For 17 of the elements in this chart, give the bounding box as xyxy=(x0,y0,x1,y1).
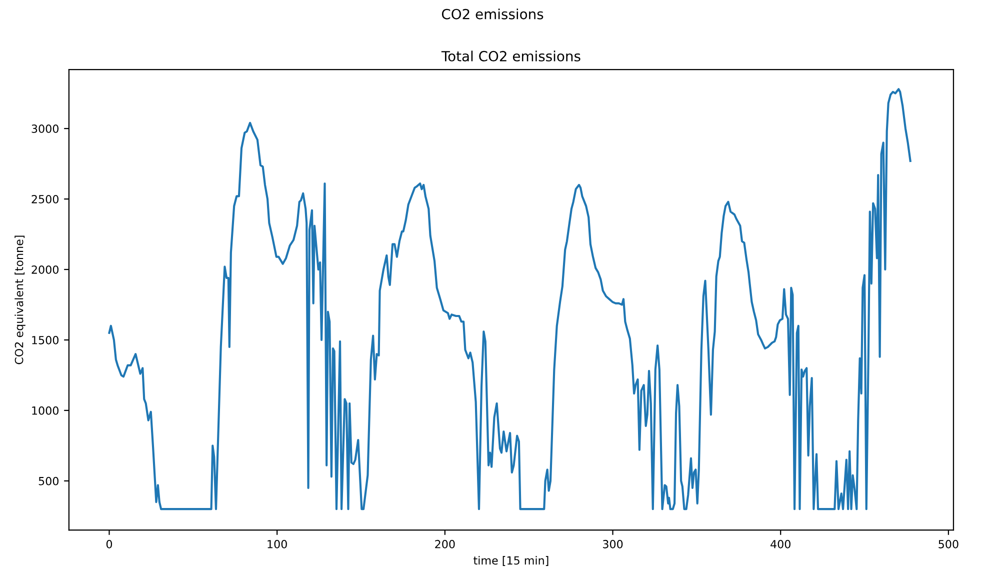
y-tick-label: 1000 xyxy=(32,406,58,415)
y-tick-label: 3000 xyxy=(32,124,58,133)
y-axis-title: CO2 equivalent [tonne] xyxy=(14,236,26,364)
y-tick-label: 2000 xyxy=(32,265,58,274)
chart-subtitle: Total CO2 emissions xyxy=(441,50,580,62)
x-tick-label: 300 xyxy=(603,540,623,548)
x-tick-label: 500 xyxy=(938,540,958,548)
y-tick-label: 2500 xyxy=(32,194,58,204)
x-tick-label: 0 xyxy=(106,540,112,548)
x-tick-label: 100 xyxy=(268,540,287,548)
chart-title: CO2 emissions xyxy=(442,8,544,20)
x-axis-title: time [15 min] xyxy=(474,556,548,566)
x-tick-label: 200 xyxy=(435,540,455,548)
y-tick-label: 500 xyxy=(38,476,58,486)
x-tick-label: 400 xyxy=(770,540,790,548)
y-tick-label: 1500 xyxy=(32,336,58,344)
line-series xyxy=(108,88,912,510)
